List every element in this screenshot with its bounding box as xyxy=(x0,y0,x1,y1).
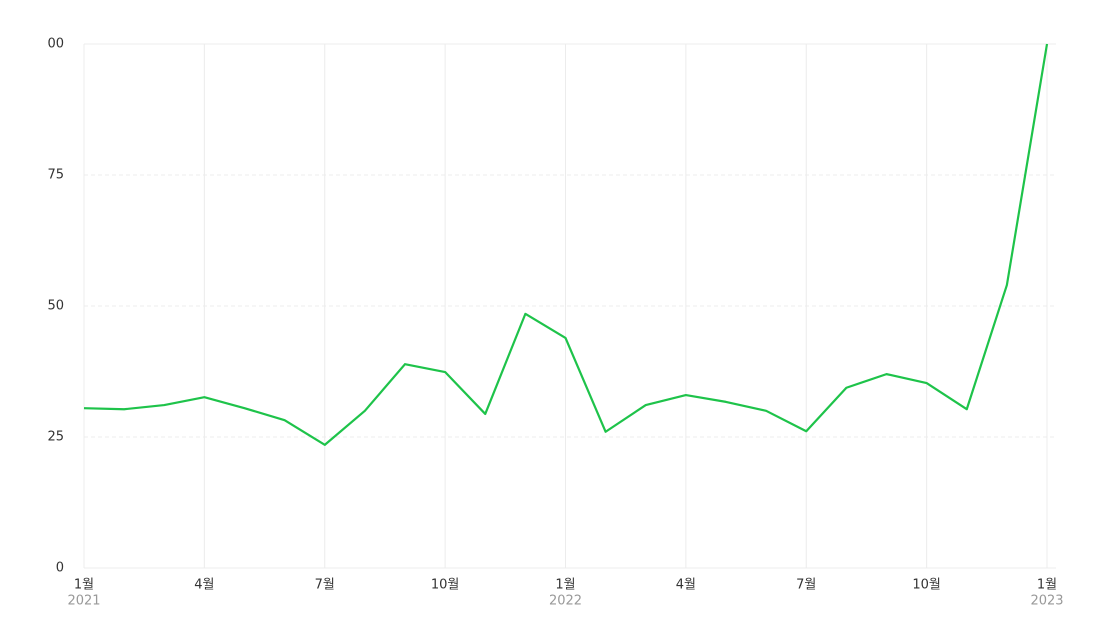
y-tick-label: 25 xyxy=(47,430,64,445)
x-year-label: 2023 xyxy=(1030,594,1063,609)
y-tick-label: 50 xyxy=(47,299,64,314)
x-tick-label: 1월 xyxy=(74,578,94,593)
y-tick-label: 0 xyxy=(56,561,64,576)
x-tick-label: 10월 xyxy=(912,578,941,593)
y-tick-label: 00 xyxy=(47,37,64,52)
x-tick-label: 1월 xyxy=(1037,578,1057,593)
x-tick-label: 1월 xyxy=(555,578,575,593)
x-tick-label: 4월 xyxy=(676,578,696,593)
y-tick-label: 75 xyxy=(47,168,64,183)
x-tick-label: 10월 xyxy=(431,578,460,593)
x-year-label: 2022 xyxy=(549,594,582,609)
x-year-label: 2021 xyxy=(67,594,100,609)
x-tick-label: 7월 xyxy=(796,578,816,593)
x-tick-label: 4월 xyxy=(194,578,214,593)
x-tick-label: 7월 xyxy=(315,578,335,593)
line-series xyxy=(83,43,1049,446)
